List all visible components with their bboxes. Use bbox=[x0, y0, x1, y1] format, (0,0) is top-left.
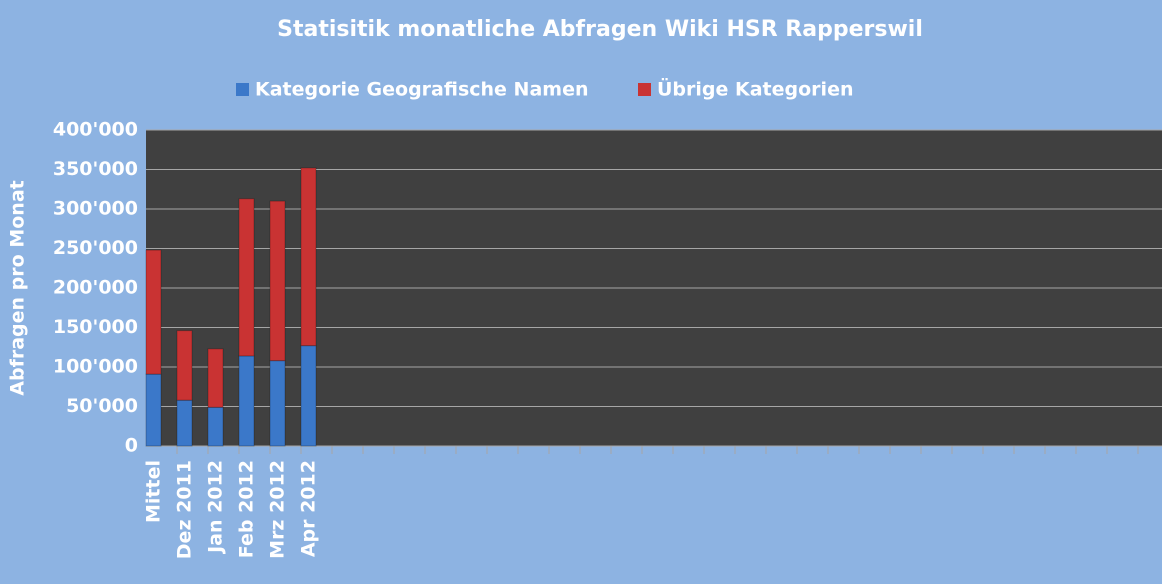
bar-segment bbox=[238, 355, 255, 447]
y-tick-label: 350'000 bbox=[53, 158, 138, 180]
bar-segment bbox=[269, 200, 286, 362]
x-tick-label: Mittel bbox=[143, 460, 165, 523]
bar-segment bbox=[300, 167, 317, 347]
bar-segment bbox=[269, 360, 286, 447]
x-tick-label: Feb 2012 bbox=[236, 460, 258, 558]
y-tick-label: 400'000 bbox=[53, 119, 138, 141]
legend-label: Übrige Kategorien bbox=[657, 77, 853, 101]
y-tick-label: 200'000 bbox=[53, 277, 138, 299]
bar-segment bbox=[238, 198, 255, 357]
legend-label: Kategorie Geografische Namen bbox=[255, 79, 589, 101]
bar-segment bbox=[300, 345, 317, 447]
y-tick-label: 100'000 bbox=[53, 356, 138, 378]
y-tick-label: 250'000 bbox=[53, 237, 138, 259]
x-tick-label: Mrz 2012 bbox=[267, 460, 289, 559]
bar-segment bbox=[176, 330, 193, 401]
y-tick-label: 300'000 bbox=[53, 198, 138, 220]
legend-swatch bbox=[638, 83, 651, 96]
legend-swatch bbox=[236, 83, 249, 96]
bar-segment bbox=[207, 406, 224, 447]
x-tick-label: Apr 2012 bbox=[298, 460, 320, 557]
y-tick-label: 0 bbox=[125, 435, 138, 457]
x-tick-label: Dez 2011 bbox=[174, 460, 196, 559]
x-tick-label: Jan 2012 bbox=[205, 460, 227, 555]
y-tick-label: 150'000 bbox=[53, 316, 138, 338]
bar-segment bbox=[176, 399, 193, 447]
bar-segment bbox=[207, 348, 224, 408]
y-axis-label: Abfragen pro Monat bbox=[7, 180, 29, 395]
bar-segment bbox=[145, 373, 162, 447]
bar-segment bbox=[145, 249, 162, 375]
chart-title: Statisitik monatliche Abfragen Wiki HSR … bbox=[277, 17, 923, 42]
y-tick-label: 50'000 bbox=[66, 395, 138, 417]
